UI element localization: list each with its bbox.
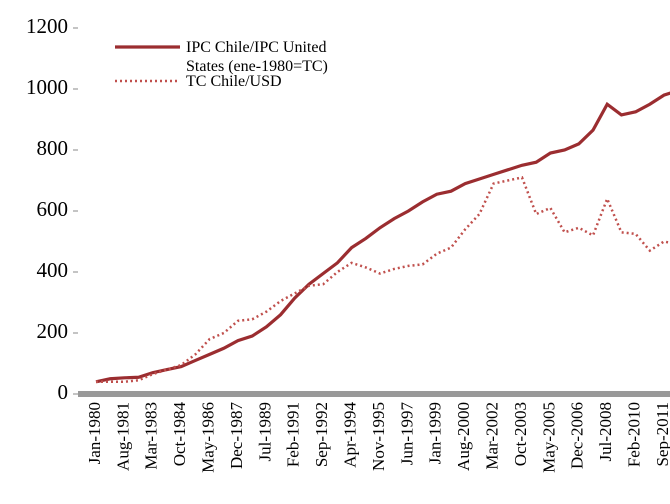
x-tick-label: May-1986 — [199, 402, 218, 473]
y-tick-label: 1200 — [26, 14, 68, 38]
x-tick-label: Oct-2003 — [511, 402, 530, 466]
y-tick-label: 800 — [37, 136, 69, 160]
x-tick-label: May-2005 — [539, 402, 558, 473]
x-tick-label: Jul-2008 — [596, 402, 615, 462]
plot-area — [95, 91, 670, 384]
y-tick-label: 200 — [37, 319, 69, 343]
series-line — [96, 176, 670, 384]
x-tick-label: Jul-1989 — [255, 402, 274, 462]
x-tick-label: Dec-2006 — [568, 402, 587, 469]
series-line — [95, 91, 670, 384]
legend-label: IPC Chile/IPC United States (ene-1980=TC… — [186, 39, 328, 75]
y-tick-label: 600 — [37, 197, 69, 221]
x-tick-label: Mar-1983 — [142, 402, 161, 470]
x-tick-label: Sep-2011 — [653, 402, 670, 467]
y-tick-label: 1000 — [26, 75, 68, 99]
x-tick-label: Jan-1999 — [426, 402, 445, 464]
x-tick-label: Dec-1987 — [227, 402, 246, 470]
x-tick-label: Aug-2000 — [454, 402, 473, 471]
x-tick-label: Mar-2002 — [483, 402, 502, 470]
y-tick-label: 0 — [58, 380, 69, 404]
x-tick-label: Nov-1995 — [369, 402, 388, 471]
x-tick-label: Oct-1984 — [170, 402, 189, 467]
x-tick-label: Aug-1981 — [113, 402, 132, 471]
x-tick-label: Sep-1992 — [312, 402, 331, 467]
x-tick-label: Apr-1994 — [341, 402, 360, 468]
x-tick-label: Feb-1991 — [284, 402, 303, 467]
x-tick-label: Jan-1980 — [85, 402, 104, 464]
x-tick-label: Feb-2010 — [625, 402, 644, 467]
x-tick-label: Jun-1997 — [397, 402, 416, 466]
y-tick-label: 400 — [37, 258, 69, 282]
legend-label: TC Chile/USD — [186, 73, 282, 90]
